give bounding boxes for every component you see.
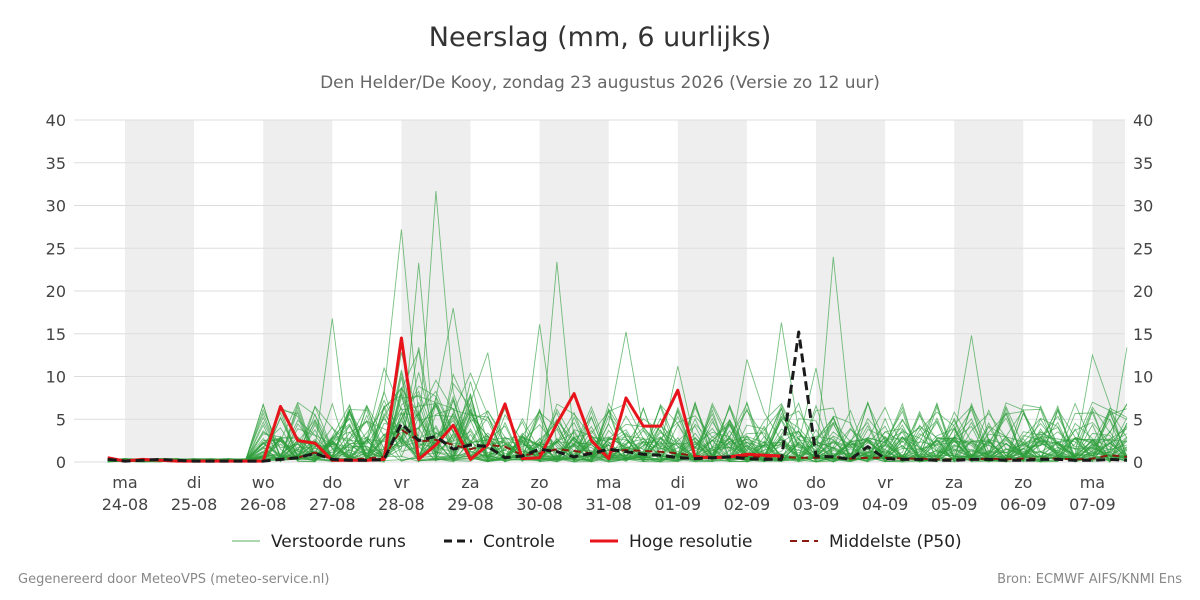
x-tick-weekday: di <box>187 473 202 492</box>
footer-generated-by: Gegenereerd door MeteoVPS (meteo-service… <box>18 572 330 587</box>
chart-subtitle: Den Helder/De Kooy, zondag 23 augustus 2… <box>320 73 880 93</box>
x-tick-weekday: zo <box>1014 473 1032 492</box>
y-tick-label: 20 <box>46 282 66 301</box>
y-tick-label: 15 <box>1133 325 1153 344</box>
legend-label-p50: Middelste (P50) <box>829 532 962 552</box>
x-axis: ma 24-08 di 25-08 wo 26-08 do 27-08 vr 28-08 za 29-… <box>102 473 1116 514</box>
y-tick-label: 5 <box>56 410 66 429</box>
x-tick-date: 07-09 <box>1069 495 1116 514</box>
x-tick-weekday: vr <box>877 473 893 492</box>
y-tick-label: 5 <box>1133 410 1143 429</box>
x-tick-date: 28-08 <box>378 495 425 514</box>
x-tick-weekday: ma <box>1080 473 1105 492</box>
ensemble-member-line <box>107 402 1128 463</box>
x-tick-date: 01-09 <box>655 495 702 514</box>
y-tick-label: 25 <box>46 239 66 258</box>
chart-title: Neerslag (mm, 6 uurlijks) <box>428 22 772 53</box>
x-tick-weekday: wo <box>735 473 758 492</box>
x-tick-date: 30-08 <box>516 495 563 514</box>
y-tick-label: 35 <box>1133 154 1153 173</box>
legend: Verstoorde runs Controle Hoge resolutie … <box>232 532 962 552</box>
ensemble-member-line <box>107 394 1127 463</box>
y-tick-label: 0 <box>56 453 66 472</box>
x-tick-date: 31-08 <box>585 495 632 514</box>
y-tick-label: 40 <box>1133 111 1153 130</box>
x-tick-weekday: do <box>322 473 342 492</box>
x-tick-date: 24-08 <box>102 495 149 514</box>
x-tick-weekday: ma <box>596 473 621 492</box>
x-tick-date: 04-09 <box>862 495 909 514</box>
y-tick-label: 20 <box>1133 282 1153 301</box>
x-tick-weekday: do <box>806 473 826 492</box>
y-axis-left: 0 5 10 15 20 25 30 35 40 <box>46 111 66 472</box>
series-lines <box>107 330 1127 463</box>
y-tick-label: 35 <box>46 154 66 173</box>
x-tick-date: 02-09 <box>724 495 771 514</box>
y-tick-label: 40 <box>46 111 66 130</box>
x-tick-weekday: za <box>461 473 479 492</box>
ensemble-member-line <box>107 404 1128 462</box>
legend-label-hres: Hoge resolutie <box>629 532 753 552</box>
controle-line <box>107 330 1127 463</box>
x-tick-date: 05-09 <box>931 495 978 514</box>
x-tick-date: 25-08 <box>171 495 218 514</box>
y-tick-label: 10 <box>46 368 66 387</box>
x-tick-weekday: wo <box>252 473 275 492</box>
y-tick-label: 10 <box>1133 368 1153 387</box>
y-tick-label: 25 <box>1133 239 1153 258</box>
legend-label-controle: Controle <box>483 532 555 552</box>
x-tick-weekday: di <box>670 473 685 492</box>
x-tick-date: 06-09 <box>1000 495 1047 514</box>
x-tick-date: 26-08 <box>240 495 287 514</box>
x-tick-weekday: ma <box>112 473 137 492</box>
ensemble-member-line <box>107 398 1128 463</box>
y-tick-label: 30 <box>46 197 66 216</box>
y-tick-label: 15 <box>46 325 66 344</box>
ensemble-member-line <box>107 402 1128 463</box>
x-tick-weekday: zo <box>531 473 549 492</box>
footer-source: Bron: ECMWF AIFS/KNMI Ens <box>997 572 1182 587</box>
y-tick-label: 0 <box>1133 453 1143 472</box>
x-tick-weekday: za <box>945 473 963 492</box>
x-tick-date: 03-09 <box>793 495 840 514</box>
y-tick-label: 30 <box>1133 197 1153 216</box>
y-axis-right: 0 5 10 15 20 25 30 35 40 <box>1133 111 1153 472</box>
legend-label-ensemble: Verstoorde runs <box>271 532 406 552</box>
x-tick-date: 27-08 <box>309 495 356 514</box>
x-tick-weekday: vr <box>393 473 409 492</box>
x-tick-date: 29-08 <box>447 495 494 514</box>
